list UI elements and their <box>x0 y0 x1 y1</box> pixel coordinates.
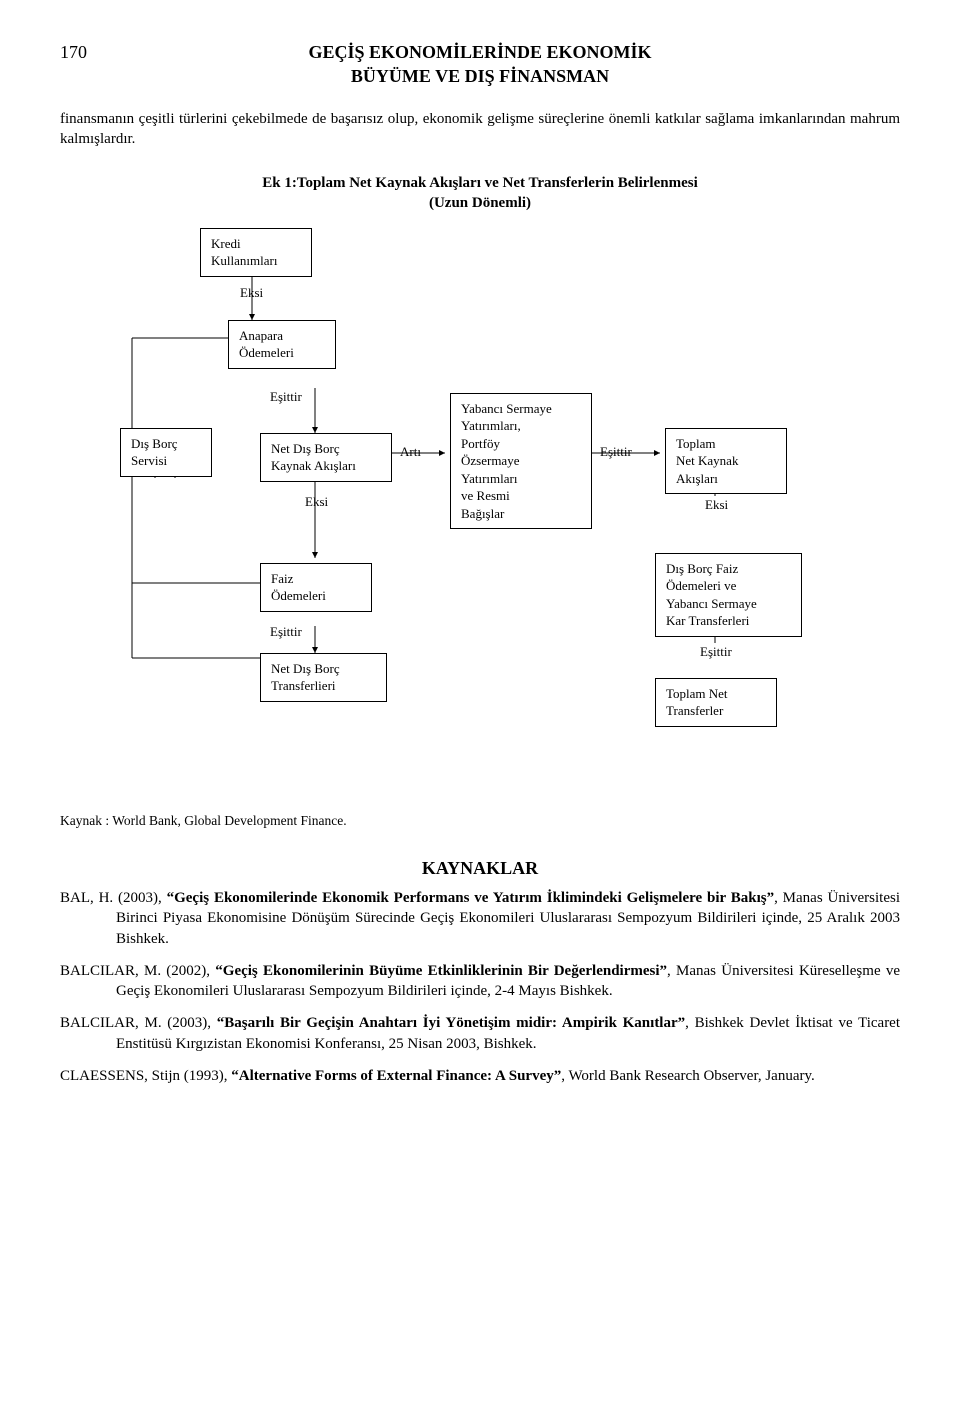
ref-title: “Geçiş Ekonomilerinin Büyüme Etkinlikler… <box>215 963 667 979</box>
reference-item: BAL, H. (2003), “Geçiş Ekonomilerinde Ek… <box>60 888 900 949</box>
node-text: Dış Borç Servisi <box>131 436 178 469</box>
ref-title: “Başarılı Bir Geçişin Anahtarı İyi Yönet… <box>217 1015 685 1031</box>
node-text: Kredi Kullanımları <box>211 236 277 269</box>
ref-author: BAL, H. (2003), <box>60 890 162 906</box>
node-anapara: Anapara Ödemeleri <box>228 320 336 369</box>
label-esittir: Eşittir <box>700 643 732 661</box>
title-line-1: GEÇİŞ EKONOMİLERİNDE EKONOMİK <box>60 40 900 64</box>
label-esittir: Eşittir <box>600 443 632 461</box>
page-number: 170 <box>60 40 87 64</box>
flow-diagram: Kredi Kullanımları Eksi Anapara Ödemeler… <box>100 228 860 788</box>
label-eksi: Eksi <box>240 284 263 302</box>
node-kredi: Kredi Kullanımları <box>200 228 312 277</box>
ref-title: “Geçiş Ekonomilerinde Ekonomik Performan… <box>167 890 774 906</box>
reference-item: BALCILAR, M. (2003), “Başarılı Bir Geçiş… <box>60 1013 900 1054</box>
label-arti: Artı <box>400 443 421 461</box>
node-text: Net Dış Borç Kaynak Akışları <box>271 441 356 474</box>
ref-title: “Alternative Forms of External Finance: … <box>231 1068 561 1084</box>
label-esittir: Eşittir <box>270 623 302 641</box>
node-toplam-net-kaynak: Toplam Net Kaynak Akışları <box>665 428 787 495</box>
node-text: Dış Borç Faiz Ödemeleri ve Yabancı Serma… <box>666 561 757 629</box>
ref-author: BALCILAR, M. (2002), <box>60 963 210 979</box>
node-toplam-net-transfer: Toplam Net Transferler <box>655 678 777 727</box>
node-text: Toplam Net Transferler <box>666 686 728 719</box>
page-header: 170 GEÇİŞ EKONOMİLERİNDE EKONOMİK BÜYÜME… <box>60 40 900 89</box>
diagram-source: Kaynak : World Bank, Global Development … <box>60 812 900 830</box>
references-heading: KAYNAKLAR <box>60 856 900 880</box>
node-net-dis-borc-kaynak: Net Dış Borç Kaynak Akışları <box>260 433 392 482</box>
ref-author: BALCILAR, M. (2003), <box>60 1015 211 1031</box>
reference-item: CLAESSENS, Stijn (1993), “Alternative Fo… <box>60 1066 900 1086</box>
intro-paragraph: finansmanın çeşitli türlerini çekebilmed… <box>60 109 900 150</box>
label-eksi: Eksi <box>705 496 728 514</box>
doc-title: GEÇİŞ EKONOMİLERİNDE EKONOMİK BÜYÜME VE … <box>60 40 900 89</box>
reference-item: BALCILAR, M. (2002), “Geçiş Ekonomilerin… <box>60 961 900 1002</box>
node-text: Toplam Net Kaynak Akışları <box>676 436 738 486</box>
ref-tail: , World Bank Research Observer, January. <box>561 1068 815 1084</box>
node-yabanci: Yabancı Sermaye Yatırımları, Portföy Özs… <box>450 393 592 530</box>
title-line-2: BÜYÜME VE DIŞ FİNANSMAN <box>60 64 900 88</box>
appendix-title: Ek 1:Toplam Net Kaynak Akışları ve Net T… <box>60 173 900 214</box>
node-text: Yabancı Sermaye Yatırımları, Portföy Özs… <box>461 401 552 521</box>
node-dis-borc-servisi: Dış Borç Servisi <box>120 428 212 477</box>
node-dis-borc-faiz: Dış Borç Faiz Ödemeleri ve Yabancı Serma… <box>655 553 802 637</box>
node-text: Faiz Ödemeleri <box>271 571 326 604</box>
label-esittir: Eşittir <box>270 388 302 406</box>
node-text: Anapara Ödemeleri <box>239 328 294 361</box>
ref-author: CLAESSENS, Stijn (1993), <box>60 1068 228 1084</box>
node-net-dis-borc-transfer: Net Dış Borç Transferlieri <box>260 653 387 702</box>
node-faiz: Faiz Ödemeleri <box>260 563 372 612</box>
node-text: Net Dış Borç Transferlieri <box>271 661 340 694</box>
label-eksi: Eksi <box>305 493 328 511</box>
